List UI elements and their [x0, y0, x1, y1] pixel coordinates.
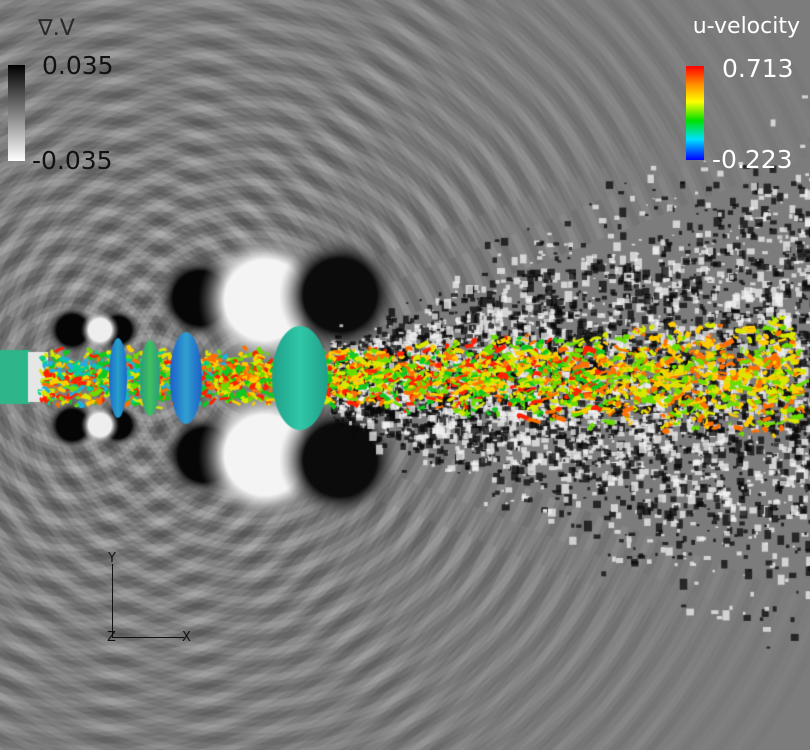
- x-axis-letter: X: [182, 630, 191, 645]
- axes-triad: Y Z X: [100, 552, 200, 652]
- velocity-legend-max: 0.713: [722, 54, 794, 83]
- velocity-legend-title: u-velocity: [692, 14, 800, 39]
- velocity-legend-min: -0.223: [712, 145, 793, 174]
- y-axis-letter: Y: [108, 551, 116, 566]
- x-axis-line: [112, 637, 184, 638]
- z-axis-letter: Z: [107, 630, 116, 645]
- y-axis-line: [112, 564, 113, 638]
- velocity-colorbar: [686, 66, 704, 160]
- divergence-legend-max: 0.035: [42, 51, 114, 80]
- divergence-legend-min: -0.035: [32, 146, 113, 175]
- divergence-legend-title: ∇.V: [38, 16, 75, 41]
- divergence-colorbar: [8, 65, 25, 161]
